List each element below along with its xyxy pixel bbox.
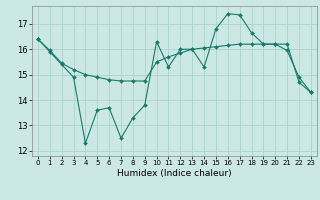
X-axis label: Humidex (Indice chaleur): Humidex (Indice chaleur) — [117, 169, 232, 178]
